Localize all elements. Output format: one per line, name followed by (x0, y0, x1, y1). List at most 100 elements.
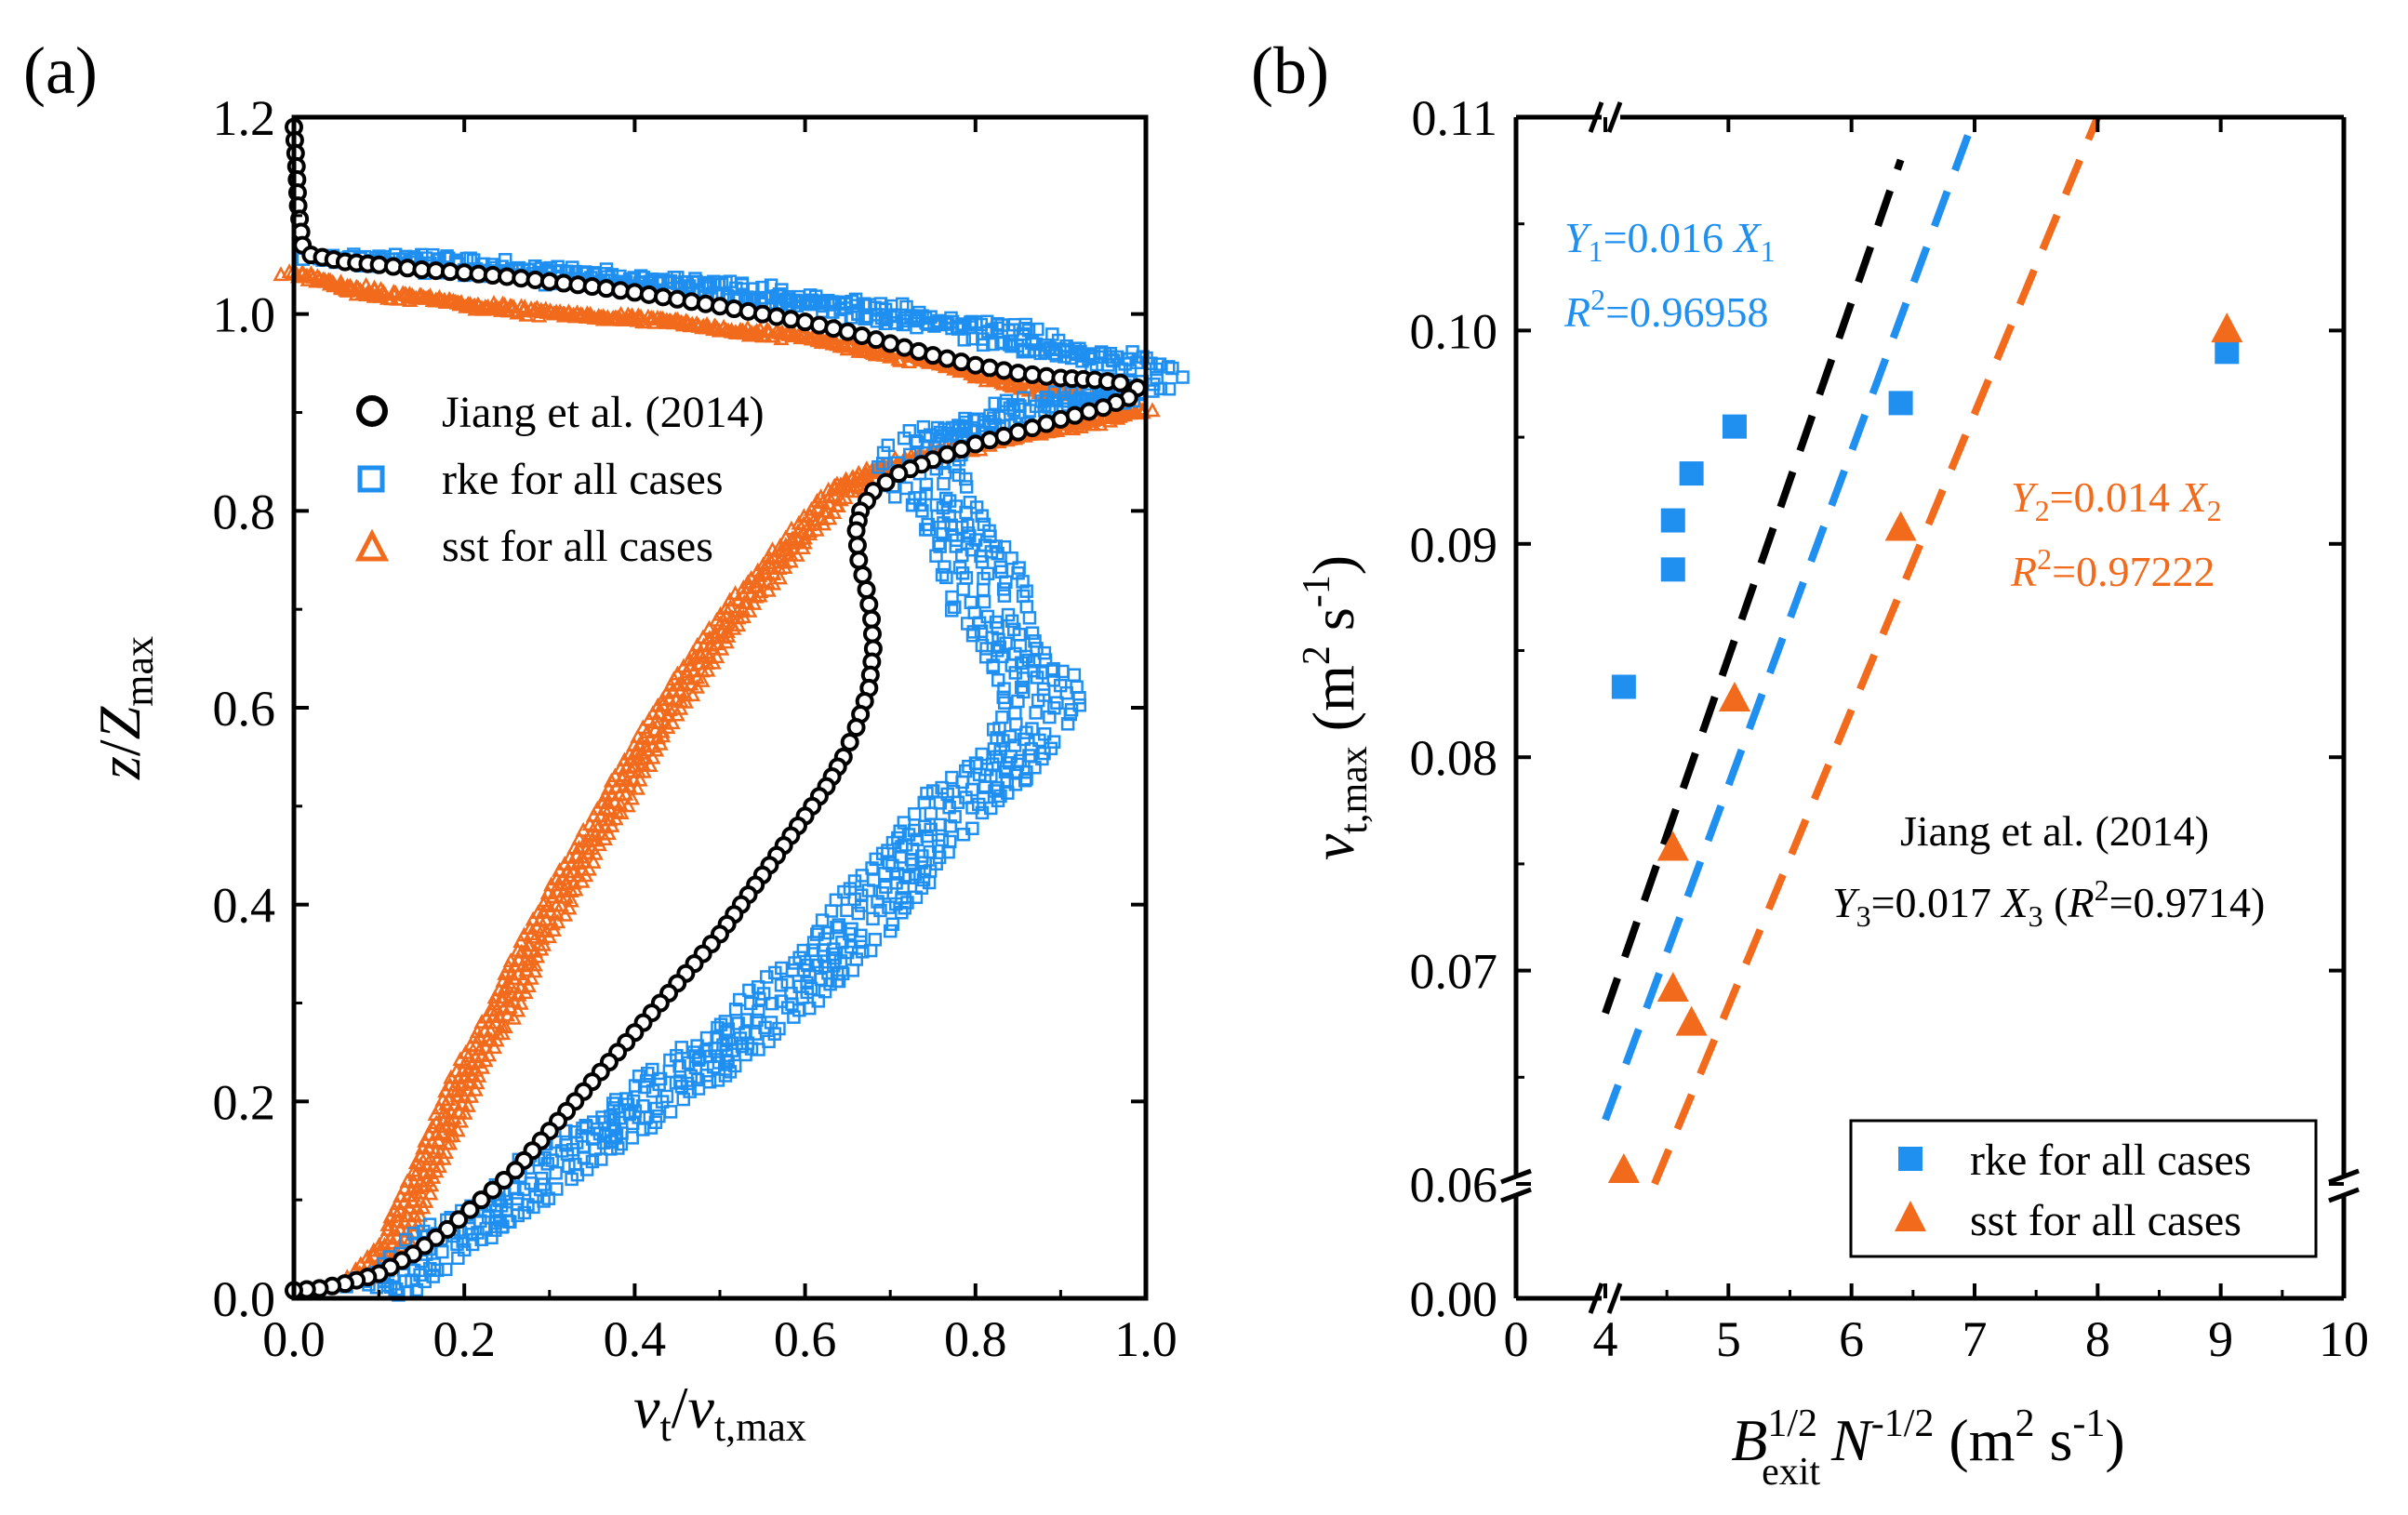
rke-point (1660, 508, 1685, 533)
jiang-circle (483, 1180, 502, 1200)
rke-square (997, 682, 1011, 696)
sst-triangle (540, 928, 558, 944)
sst-triangle (698, 319, 715, 335)
rke-square (792, 296, 805, 310)
xb-unit-open: (m (1934, 1407, 2015, 1473)
rke-square (959, 480, 974, 494)
sst-triangle (1101, 412, 1119, 428)
ya-sub: max (116, 636, 162, 707)
sst-point (1607, 1152, 1640, 1183)
sst-triangle (752, 587, 768, 603)
rke-square (1162, 360, 1176, 374)
panel-a-ytick-label: 0.4 (213, 878, 276, 934)
rke-square (1035, 751, 1049, 766)
jiang-circle (847, 536, 867, 555)
sst-triangle (579, 308, 595, 324)
xb-paren: ) (2105, 1407, 2124, 1473)
sst-triangle (552, 897, 569, 912)
rke-point (2215, 339, 2240, 365)
sst-triangle (575, 821, 592, 837)
sst-triangle (596, 831, 614, 845)
rke-square (565, 1172, 579, 1187)
rke-square (1031, 693, 1045, 708)
rke-square (540, 1157, 555, 1171)
jiang-circle (781, 310, 801, 329)
rke-square (868, 933, 883, 947)
sst-triangle (525, 910, 541, 926)
rke-square (728, 1003, 743, 1017)
sst-triangle (623, 790, 641, 805)
as-X: X (2179, 473, 2209, 521)
legend-b-sst-marker (1895, 1201, 1926, 1231)
rke-square (995, 710, 1009, 724)
rke-square (899, 481, 913, 496)
sst-triangle (684, 315, 700, 331)
yb-unit-s: s (1300, 607, 1366, 645)
rke-square (824, 904, 839, 918)
rke-square (948, 459, 962, 473)
rke-square (1153, 381, 1168, 396)
rke-square (939, 570, 953, 585)
rke-square (831, 918, 846, 932)
sst-triangle (809, 498, 826, 514)
annot-jiang-line2: Y3=0.017 X3 (R2=0.9714) (1832, 873, 2265, 933)
rke-square (1031, 322, 1044, 337)
xa-slash: / (672, 1375, 688, 1441)
sst-triangle (556, 906, 574, 922)
rke-square (762, 1034, 776, 1049)
fit-line-rke (1602, 115, 1978, 1122)
jiang-circle (853, 565, 872, 585)
rke-square (851, 906, 866, 921)
sst-triangle (449, 1081, 466, 1096)
sst-triangle (790, 532, 806, 548)
sst-triangle (741, 603, 758, 618)
rke-square (919, 315, 933, 330)
rke-square (969, 317, 983, 332)
jiang-circle (846, 718, 866, 738)
jiang-circle (857, 580, 876, 599)
sst-triangle (452, 1112, 470, 1128)
ya-z: z (86, 756, 153, 780)
yb-paren: ) (1300, 555, 1366, 575)
rke-square (1072, 690, 1086, 705)
sst-triangle (725, 619, 742, 635)
ar-xsub: 1 (1761, 234, 1776, 268)
rke-square (760, 970, 774, 984)
xb-sup1: 1/2 (1767, 1402, 1817, 1445)
xb-sub1: exit (1762, 1451, 1820, 1494)
aj-xsub: 3 (2029, 899, 2043, 933)
sst-triangle (688, 678, 706, 694)
rke-square (466, 253, 481, 268)
legend-sst-marker (354, 528, 390, 562)
sst-triangle (851, 472, 868, 487)
sst-triangle (526, 956, 543, 972)
panel-a-xlabel: vt/vt,max (633, 1375, 806, 1450)
ar-sup: 2 (1590, 283, 1605, 316)
panel-a-ytick-label: 0.2 (213, 1074, 276, 1130)
yb-unit-open: (m (1300, 665, 1366, 746)
rke-square (702, 1075, 717, 1089)
sst-triangle (499, 1006, 516, 1022)
as-sub: 2 (2035, 494, 2050, 527)
rke-square (1067, 668, 1082, 682)
rke-square (774, 978, 789, 992)
panel-a-xtick-label: 0.8 (944, 1311, 1007, 1367)
rke-square (975, 805, 990, 820)
rke-square (959, 472, 973, 486)
xa-v1: v (633, 1375, 660, 1441)
rke-square (1008, 777, 1023, 791)
rke-square (560, 1147, 575, 1161)
rke-square (882, 900, 896, 914)
rke-square (604, 1142, 618, 1156)
rke-square (418, 1274, 432, 1289)
ar-sub: 1 (1589, 234, 1603, 268)
panel-b-xtick-label: 0 (1504, 1311, 1529, 1367)
sst-triangle (739, 319, 756, 335)
panel-b-ytick-label: 0.08 (1410, 730, 1498, 786)
sst-triangle (586, 309, 603, 325)
rke-square (906, 857, 920, 871)
rke-square (940, 787, 954, 802)
panel-b-xtick-label: 6 (1839, 1311, 1864, 1367)
rke-square (644, 1121, 659, 1135)
rke-square (451, 1251, 465, 1266)
